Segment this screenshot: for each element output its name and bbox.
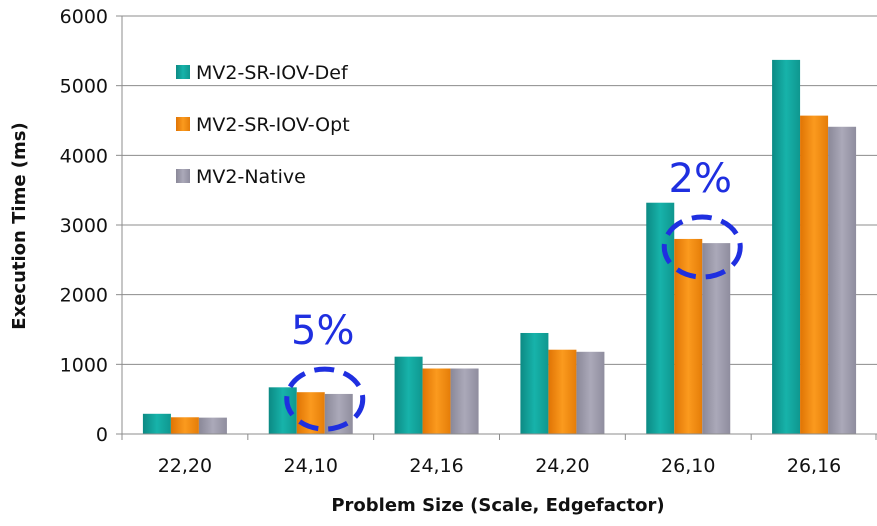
- x-axis-title: Problem Size (Scale, Edgefactor): [331, 495, 664, 516]
- x-tick-label: 24,10: [284, 455, 338, 477]
- y-tick-label: 6000: [60, 6, 108, 28]
- y-tick-label: 1000: [60, 354, 108, 376]
- x-tick-label: 24,20: [535, 455, 589, 477]
- bar-mv2-sr-iov-opt-0: [170, 417, 199, 434]
- legend-swatch: [176, 117, 190, 131]
- legend-label: MV2-SR-IOV-Opt: [196, 114, 350, 136]
- bar-mv2-sr-iov-def-2: [394, 356, 423, 434]
- legend-swatch: [176, 65, 190, 79]
- bar-mv2-native-0: [198, 417, 227, 434]
- tick-labels: 0 1000 2000 3000 4000 5000 6000 22,20 24,10 24,16…: [60, 6, 842, 477]
- x-tick-label: 22,20: [158, 455, 212, 477]
- legend-label: MV2-Native: [196, 166, 306, 188]
- y-tick-label: 2000: [60, 285, 108, 307]
- y-tick-label: 3000: [60, 215, 108, 237]
- bar-mv2-sr-iov-def-3: [520, 332, 549, 434]
- bar-mv2-sr-iov-opt-2: [422, 368, 451, 434]
- legend-swatch: [176, 169, 190, 183]
- axes: [116, 15, 877, 440]
- bar-mv2-native-2: [450, 368, 479, 434]
- y-tick-label: 0: [96, 424, 108, 446]
- bars: [142, 59, 857, 435]
- x-tick-label: 26,16: [787, 455, 841, 477]
- bar-mv2-native-4: [702, 243, 731, 434]
- bar-mv2-sr-iov-def-5: [772, 59, 801, 434]
- bar-mv2-sr-iov-def-4: [646, 202, 675, 434]
- gridlines: [122, 15, 877, 365]
- bar-mv2-sr-iov-def-0: [142, 413, 171, 434]
- annotations: 5% 2%: [284, 156, 743, 432]
- x-tick-label: 24,16: [409, 455, 463, 477]
- annotation-ellipse: [661, 214, 743, 280]
- annotation-label: 2%: [669, 156, 732, 202]
- y-tick-label: 4000: [60, 145, 108, 167]
- legend: MV2-SR-IOV-Def MV2-SR-IOV-Opt MV2-Native: [176, 62, 350, 188]
- legend-label: MV2-SR-IOV-Def: [196, 62, 349, 84]
- bar-mv2-native-3: [576, 351, 605, 434]
- bar-mv2-sr-iov-opt-5: [800, 115, 829, 434]
- y-axis-title: Execution Time (ms): [9, 122, 30, 329]
- x-tick-label: 26,10: [661, 455, 715, 477]
- bar-mv2-sr-iov-opt-3: [548, 349, 577, 434]
- annotation-label: 5%: [291, 308, 354, 354]
- annotation-ellipse: [284, 366, 366, 432]
- y-tick-label: 5000: [60, 76, 108, 98]
- bar-mv2-native-5: [828, 126, 857, 435]
